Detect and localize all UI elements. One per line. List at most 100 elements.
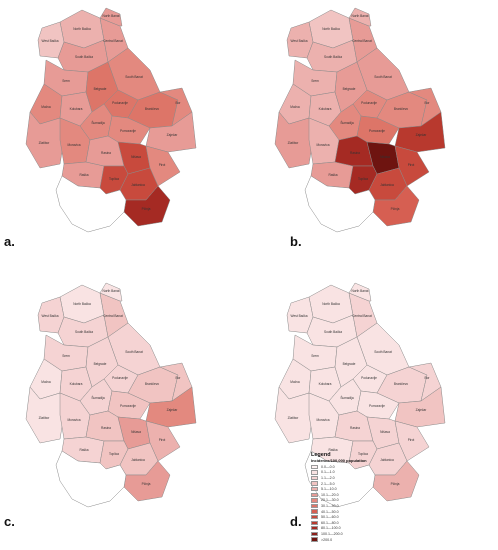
unshaded-region	[304, 450, 376, 508]
district-label: Bor	[425, 101, 431, 105]
legend-swatch	[311, 475, 318, 481]
district-label: Pomoravlje	[369, 404, 385, 408]
district-label: North Banat	[351, 14, 368, 18]
district-label: West Bačka	[42, 314, 59, 318]
district-label: Rasina	[101, 426, 111, 430]
legend-swatch	[311, 464, 318, 469]
district-label: Podunavlje	[112, 101, 128, 105]
district-label: North Bačka	[322, 27, 340, 31]
district-label: Moravica	[317, 143, 330, 147]
legend-row: 0.0—0.0	[311, 464, 371, 470]
district-label: Nišava	[380, 155, 390, 159]
district-label: Pčinja	[391, 207, 400, 211]
legend-swatch	[311, 526, 318, 531]
district-label: Moravica	[317, 418, 330, 422]
district-label: Toplica	[109, 452, 119, 456]
map-svg: North Bačka West Bačka South Bačka Central …	[274, 282, 446, 508]
legend-label: >200.0	[321, 537, 333, 542]
legend-row: 40.1—50.0	[311, 509, 371, 515]
district-label: Pčinja	[142, 207, 151, 211]
district-label: Podunavlje	[112, 376, 128, 380]
district-label: West Bačka	[291, 314, 308, 318]
legend-swatch	[311, 509, 318, 514]
district-label: North Bačka	[322, 302, 340, 306]
district-label: North Banat	[102, 289, 119, 293]
district-label: Belgrade	[343, 362, 356, 366]
district-pirot	[145, 420, 181, 462]
district-label: Belgrade	[343, 87, 356, 91]
district-label: South Banat	[374, 75, 392, 79]
district-label: Toplica	[109, 177, 119, 181]
district-label: South Bačka	[324, 330, 342, 334]
district-label: North Bačka	[73, 27, 91, 31]
map-svg: North Bačka West Bačka South Bačka Central …	[274, 7, 446, 233]
legend-rows: 0.0—0.0 0.1—1.0 1.1—2.0 2.1—5.0 5.1—10.0 10.1…	[311, 464, 371, 542]
district-central-banat	[99, 17, 129, 63]
district-label: Pirot	[408, 438, 415, 442]
district-label: Nišava	[131, 430, 141, 434]
district-label: Central Banat	[352, 39, 372, 43]
district-label: South Banat	[374, 350, 392, 354]
map-svg: North Bačka West Bačka South Bačka Central …	[25, 7, 197, 233]
district-label: Braničevo	[394, 107, 408, 111]
district-label: West Bačka	[42, 39, 59, 43]
district-label: Šumadija	[340, 120, 354, 125]
district-label: Jablanica	[380, 458, 394, 462]
legend-row: 20.1—30.0	[311, 498, 371, 504]
legend-label: 60.1—80.0	[321, 520, 339, 525]
district-label: Zlatibor	[288, 141, 300, 145]
district-label: Šumadija	[91, 120, 105, 125]
district-label: Rasina	[101, 151, 111, 155]
district-central-banat	[348, 17, 378, 63]
map-panel-d: North Bačka West Bačka South Bačka Central …	[249, 275, 498, 550]
legend-label: 30.1—40.0	[321, 503, 339, 508]
district-north-banat	[348, 282, 372, 302]
district-label: Srem	[62, 354, 70, 358]
map-panel-c: North Bačka West Bačka South Bačka Central …	[0, 275, 249, 550]
legend-row: 5.1—10.0	[311, 486, 371, 492]
legend-label: 10.1—20.0	[321, 492, 339, 497]
district-label: Jablanica	[131, 183, 145, 187]
district-label: Pčinja	[391, 482, 400, 486]
district-label: Pomoravlje	[120, 129, 136, 133]
district-label: Srem	[311, 79, 319, 83]
district-label: Raška	[79, 173, 88, 177]
district-label: North Banat	[102, 14, 119, 18]
legend-label: 50.1—60.0	[321, 515, 339, 520]
legend-row: 100.1—200.0	[311, 531, 371, 537]
legend-row: 80.1—100.0	[311, 526, 371, 532]
map-panel-b: North Bačka West Bačka South Bačka Central …	[249, 0, 498, 275]
legend-label: 20.1—30.0	[321, 498, 339, 503]
legend-row: 2.1—5.0	[311, 481, 371, 487]
district-label: Kolubara	[70, 107, 83, 111]
district-label: Šumadija	[340, 395, 354, 400]
district-label: South Bačka	[324, 55, 342, 59]
panel-label-a: a.	[4, 234, 15, 249]
legend-swatch	[311, 531, 318, 537]
legend-swatch	[311, 520, 318, 525]
district-label: Podunavlje	[361, 101, 377, 105]
legend-swatch	[311, 503, 318, 509]
district-label: South Banat	[125, 350, 143, 354]
legend-row: 0.1—1.0	[311, 470, 371, 476]
district-label: Kolubara	[319, 382, 332, 386]
district-label: Nišava	[380, 430, 390, 434]
legend-title: Legend	[311, 452, 331, 458]
district-label: Kolubara	[70, 382, 83, 386]
unshaded-region	[55, 450, 127, 508]
district-label: Mačva	[41, 380, 51, 384]
legend-label: 0.0—0.0	[321, 464, 335, 469]
district-label: Belgrade	[94, 87, 107, 91]
unshaded-region	[55, 175, 127, 233]
map-panel-a: North Bačka West Bačka South Bačka Central …	[0, 0, 249, 275]
district-label: Central Banat	[352, 314, 372, 318]
legend-label: 0.1—1.0	[321, 470, 335, 475]
district-label: Pčinja	[142, 482, 151, 486]
legend-row: 60.1—80.0	[311, 520, 371, 526]
district-label: Zaječar	[167, 133, 179, 137]
district-label: Raška	[328, 448, 337, 452]
map-svg: North Bačka West Bačka South Bačka Central …	[25, 282, 197, 508]
legend-swatch	[311, 514, 318, 520]
legend-row: >200.0	[311, 537, 371, 543]
district-label: Podunavlje	[361, 376, 377, 380]
